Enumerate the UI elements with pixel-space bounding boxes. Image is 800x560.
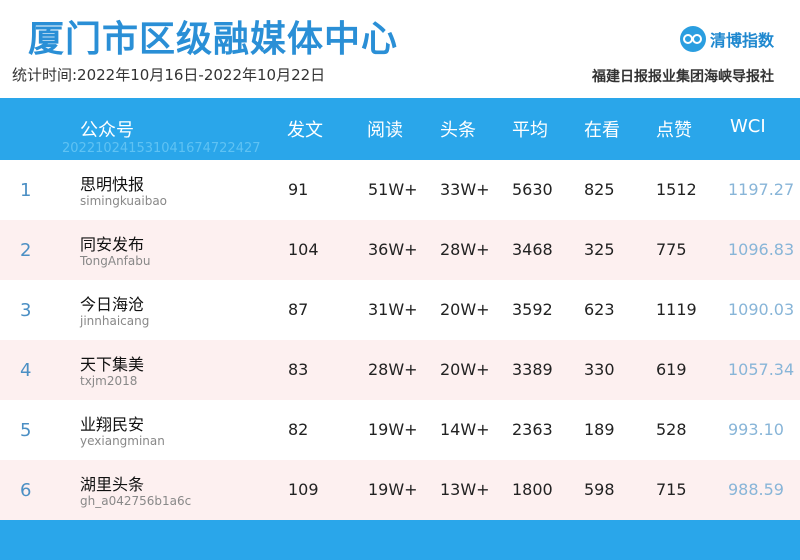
cell-headline: 20W+ (440, 360, 490, 379)
cell-watching: 825 (584, 180, 615, 199)
column-header-average: 平均 (512, 120, 548, 141)
cell-reads: 19W+ (368, 420, 418, 439)
cell-watching: 330 (584, 360, 615, 379)
cell-average: 3389 (512, 360, 553, 379)
cell-likes: 775 (656, 240, 687, 259)
cell-account-id: simingkuaibao (80, 194, 168, 208)
cell-wci: 1197.27 (728, 180, 795, 199)
cell-account-name: 湖里头条 (80, 475, 145, 494)
cell-likes: 715 (656, 480, 687, 499)
footer-bar (0, 520, 800, 560)
cell-account-name: 天下集美 (80, 355, 145, 374)
cell-posts: 104 (288, 240, 319, 259)
cell-reads: 28W+ (368, 360, 418, 379)
table-row: 3 今日海沧 jinnhaicang 87 31W+ 20W+ 3592 623 1119 109… (0, 280, 800, 340)
brand-logo-group: 清博指数 (679, 26, 774, 52)
column-header-reads: 阅读 (367, 120, 403, 141)
table-row: 5 业翔民安 yexiangminan 82 19W+ 14W+ 2363 189 528 993… (0, 400, 800, 460)
cell-watching: 598 (584, 480, 615, 499)
brand-name: 清博指数 (709, 31, 774, 50)
cell-headline: 14W+ (440, 420, 490, 439)
cell-rank: 2 (20, 240, 32, 261)
stat-period: 统计时间:2022年10月16日-2022年10月22日 (12, 66, 326, 84)
column-header-watching: 在看 (584, 120, 620, 141)
cell-likes: 1512 (656, 180, 697, 199)
table-row: 1 思明快报 simingkuaibao 91 51W+ 33W+ 5630 825 1512 1… (0, 160, 800, 220)
header-watermark-id: 20221024153104167472242​7 (62, 141, 261, 156)
cell-wci: 988.59 (728, 480, 784, 499)
cell-rank: 4 (20, 360, 32, 381)
cell-rank: 5 (20, 420, 32, 441)
cell-rank: 3 (20, 300, 32, 321)
cell-reads: 36W+ (368, 240, 418, 259)
cell-watching: 189 (584, 420, 615, 439)
cell-posts: 109 (288, 480, 319, 499)
cell-account-name: 今日海沧 (80, 295, 145, 314)
column-header-headline: 头条 (440, 120, 476, 141)
cell-reads: 51W+ (368, 180, 418, 199)
cell-likes: 1119 (656, 300, 697, 319)
cell-headline: 33W+ (440, 180, 490, 199)
cell-headline: 13W+ (440, 480, 490, 499)
cell-account-name: 思明快报 (80, 175, 145, 194)
cell-posts: 83 (288, 360, 309, 379)
cell-wci: 993.10 (728, 420, 784, 439)
column-header-posts: 发文 (287, 120, 323, 141)
cell-account-id: txjm2018 (80, 374, 138, 388)
cell-headline: 20W+ (440, 300, 490, 319)
cell-wci: 1096.83 (728, 240, 795, 259)
cell-likes: 528 (656, 420, 687, 439)
cell-account-id: yexiangminan (80, 434, 165, 448)
page-title: 厦门市区级融媒体中心 (28, 19, 399, 60)
cell-account-name: 同安发布 (80, 235, 145, 254)
cell-posts: 87 (288, 300, 309, 319)
cell-account-name: 业翔民安 (80, 415, 145, 434)
cell-headline: 28W+ (440, 240, 490, 259)
cell-posts: 82 (288, 420, 309, 439)
qingbo-logo-icon (679, 26, 706, 52)
table-row: 4 天下集美 txjm2018 83 28W+ 20W+ 3389 330 619 1057.34 (0, 340, 800, 400)
cell-average: 3468 (512, 240, 553, 259)
cell-average: 2363 (512, 420, 553, 439)
cell-wci: 1090.03 (728, 300, 795, 319)
cell-reads: 31W+ (368, 300, 418, 319)
cell-watching: 623 (584, 300, 615, 319)
table-row: 2 同安发布 TongAnfabu 104 36W+ 28W+ 3468 325 775 1096… (0, 220, 800, 280)
cell-account-id: TongAnfabu (80, 254, 151, 268)
cell-reads: 19W+ (368, 480, 418, 499)
cell-likes: 619 (656, 360, 687, 379)
cell-watching: 325 (584, 240, 615, 259)
publisher-name: 福建日报报业集团海峡导报社 (592, 69, 774, 85)
cell-rank: 6 (20, 480, 32, 501)
column-header-account: 公众号 (80, 120, 134, 141)
column-header-likes: 点赞 (656, 120, 692, 141)
cell-posts: 91 (288, 180, 309, 199)
cell-wci: 1057.34 (728, 360, 795, 379)
cell-rank: 1 (20, 180, 32, 201)
cell-account-id: gh_a042756b1a6c (80, 494, 192, 508)
cell-average: 3592 (512, 300, 553, 319)
column-header-wci: WCI (730, 116, 766, 137)
cell-average: 5630 (512, 180, 553, 199)
cell-average: 1800 (512, 480, 553, 499)
table-header: 公众号 发文 阅读 头条 平均 在看 点赞 WCI 20221024153104… (0, 98, 800, 160)
cell-account-id: jinnhaicang (80, 314, 150, 328)
table-row: 6 湖里头条 gh_a042756b1a6c 109 19W+ 13W+ 1800 598 71… (0, 460, 800, 520)
